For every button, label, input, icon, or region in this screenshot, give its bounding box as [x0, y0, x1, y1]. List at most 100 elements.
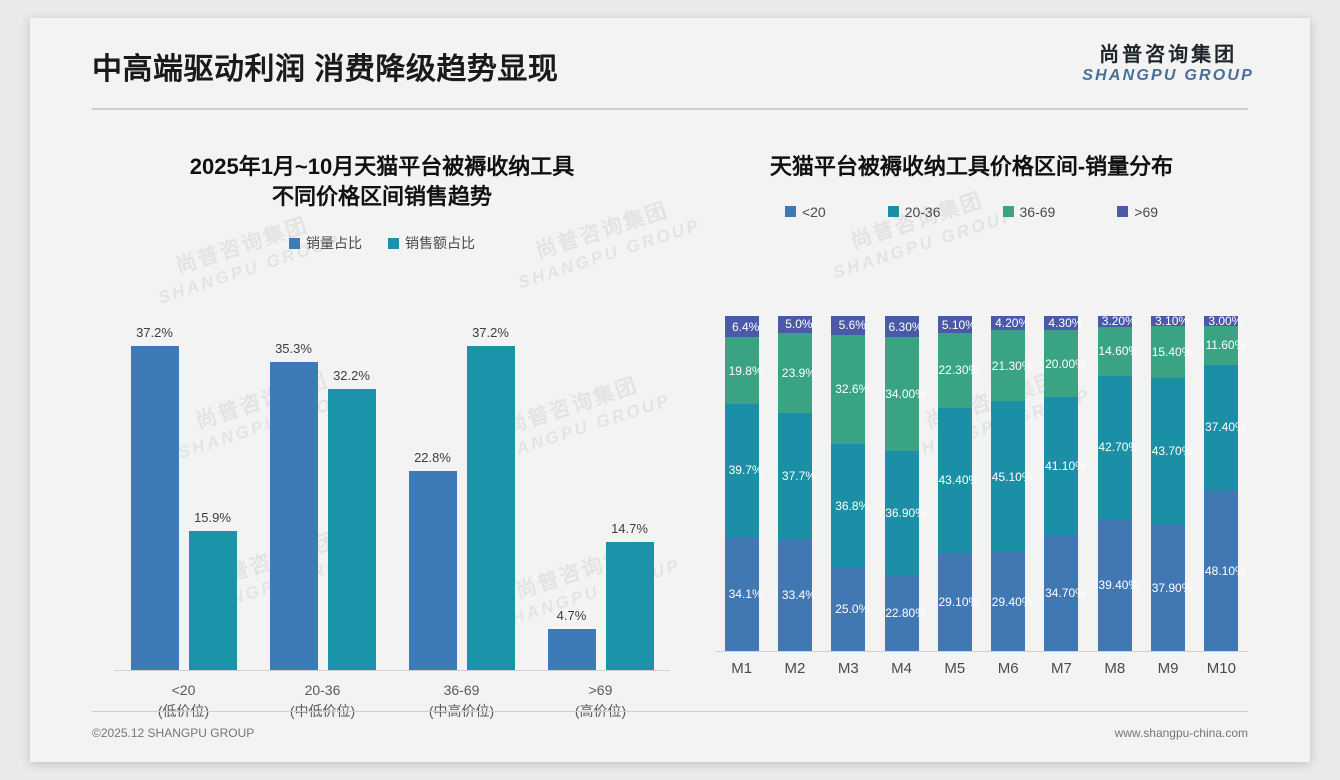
stack-segment[interactable]: 43.40% — [937, 407, 979, 554]
bar[interactable] — [327, 389, 376, 670]
segment-value-label: 34.70% — [1045, 585, 1086, 600]
bar[interactable] — [269, 362, 318, 670]
stack-segment[interactable]: 14.60% — [1097, 326, 1139, 376]
bar[interactable] — [408, 471, 457, 670]
x-tick-label: <20 (低价位) — [121, 680, 247, 722]
segment-value-label: 5.10% — [941, 317, 976, 332]
stack-segment[interactable]: 11.60% — [1204, 326, 1245, 365]
segment-value-label: 48.10% — [1205, 563, 1246, 578]
stack-segment[interactable]: 37.40% — [1204, 364, 1246, 491]
stack-segment[interactable]: 36.90% — [884, 450, 926, 575]
stack-segment[interactable]: 37.7% — [777, 412, 816, 540]
bar-value-label: 4.7% — [556, 608, 587, 624]
bar-column[interactable]: 32.2% — [327, 304, 376, 670]
stacked-bar[interactable]: 5.6% 32.6% 36.8% 25.0% — [831, 316, 869, 651]
bar-column[interactable]: 35.3% — [269, 304, 318, 670]
stack-segment[interactable]: 34.00% — [884, 337, 926, 451]
stack-segment[interactable]: 48.10% — [1204, 490, 1246, 651]
stack-segment[interactable]: 39.7% — [724, 403, 763, 537]
segment-value-label: 20.00% — [1045, 356, 1086, 371]
legend-swatch-icon — [1002, 206, 1014, 218]
stack-segment[interactable]: 22.80% — [884, 574, 926, 651]
legend-item-<20[interactable]: <20 — [784, 204, 826, 220]
stacked-bar[interactable]: 5.10% 22.30% 43.40% 29.10% — [937, 316, 979, 651]
bar[interactable] — [188, 531, 237, 670]
bar-group: 37.2% 15.9% — [121, 304, 247, 670]
segment-value-label: 39.40% — [1098, 577, 1140, 592]
stack-segment[interactable]: 6.4% — [724, 316, 760, 338]
bar-column[interactable]: 37.2% — [466, 304, 515, 670]
segment-value-label: 43.40% — [938, 473, 980, 488]
bar[interactable] — [605, 541, 654, 670]
stacked-bar[interactable]: 6.30% 34.00% 36.90% 22.80% — [884, 316, 926, 651]
bar-value-label: 37.2% — [136, 324, 173, 340]
right-chart-x-tick-labels: M1 M2 M3 M4 M5 M6 M7 M8 M9 M10 — [715, 660, 1248, 690]
stack-segment[interactable]: 3.10% — [1151, 314, 1189, 328]
bar-column[interactable]: 15.9% — [188, 304, 237, 670]
stack-segment[interactable]: 34.1% — [724, 536, 763, 651]
stack-segment[interactable]: 4.20% — [991, 316, 1029, 331]
stack-segment[interactable]: 29.10% — [937, 553, 979, 651]
bar-value-label: 14.7% — [611, 520, 648, 536]
stacked-bar[interactable]: 5.0% 23.9% 37.7% 33.4% — [777, 316, 816, 651]
stack-segment[interactable]: 3.00% — [1204, 314, 1242, 328]
bar[interactable] — [130, 345, 179, 670]
stack-segment[interactable]: 34.70% — [1044, 534, 1086, 651]
segment-value-label: 6.4% — [731, 319, 760, 334]
stacked-bar[interactable]: 3.00% 11.60% 37.40% 48.10% — [1204, 314, 1246, 651]
stack-segment[interactable]: 21.30% — [991, 330, 1033, 402]
stacked-bar[interactable]: 3.20% 14.60% 42.70% 39.40% — [1097, 314, 1139, 651]
footer-copyright: ©2025.12 SHANGPU GROUP — [92, 726, 255, 740]
stacked-bar[interactable]: 4.20% 21.30% 45.10% 29.40% — [991, 316, 1033, 651]
stack-segment[interactable]: 39.40% — [1097, 518, 1139, 651]
segment-value-label: 36.90% — [885, 505, 926, 520]
stack-segment[interactable]: 5.6% — [831, 316, 866, 335]
stack-segment[interactable]: 25.0% — [831, 567, 869, 651]
stack-segment[interactable]: 22.30% — [937, 333, 979, 408]
legend-swatch-icon — [388, 237, 399, 249]
bar-column[interactable]: 22.8% — [408, 304, 457, 670]
x-tick-label: M3 — [837, 660, 859, 677]
legend-item-销量占比[interactable]: 销量占比 — [289, 233, 362, 253]
bar-column[interactable]: 14.7% — [605, 304, 654, 670]
stack-segment[interactable]: 15.40% — [1151, 326, 1192, 378]
stack-segment[interactable]: 29.40% — [991, 552, 1033, 651]
stack-segment[interactable]: 33.4% — [777, 539, 816, 651]
bar-value-label: 37.2% — [472, 324, 509, 340]
legend-label: 销量占比 — [306, 235, 362, 252]
legend-item-36-69[interactable]: 36-69 — [1002, 204, 1055, 220]
legend-swatch-icon — [887, 206, 899, 218]
stack-segment[interactable]: 5.0% — [777, 316, 813, 333]
stack-segment[interactable]: 43.70% — [1151, 377, 1192, 525]
bar[interactable] — [466, 345, 515, 670]
stack-segment[interactable]: 23.9% — [777, 332, 816, 413]
stack-segment[interactable]: 41.10% — [1044, 397, 1086, 535]
bar-column[interactable]: 4.7% — [547, 304, 596, 670]
legend-item-销售额占比[interactable]: 销售额占比 — [388, 233, 475, 253]
left-chart-legend: 销量占比 销售额占比 — [92, 233, 672, 253]
stack-segment[interactable]: 42.70% — [1097, 375, 1139, 519]
legend-item->69[interactable]: >69 — [1117, 204, 1158, 220]
bar-column[interactable]: 37.2% — [130, 304, 179, 670]
segment-value-label: 33.4% — [781, 588, 816, 603]
stacked-bar[interactable]: 6.4% 19.8% 39.7% 34.1% — [724, 316, 763, 651]
right-chart-title: 天猫平台被褥收纳工具价格区间-销量分布 — [695, 152, 1248, 182]
legend-item-20-36[interactable]: 20-36 — [887, 203, 941, 220]
stack-segment[interactable]: 5.10% — [937, 316, 976, 334]
legend-swatch-icon — [1117, 206, 1129, 218]
x-tick-label: M9 — [1157, 660, 1179, 677]
stack-segment[interactable]: 20.00% — [1044, 330, 1086, 398]
stack-segment[interactable]: 19.8% — [724, 337, 763, 404]
stack-segment[interactable]: 45.10% — [991, 401, 1033, 553]
left-chart-plot-area: 37.2% 15.9% 35.3% 32.2% 22.8% 37.2% 4.7% 14.7% — [114, 304, 670, 670]
stacked-bar[interactable]: 3.10% 15.40% 43.70% 37.90% — [1151, 314, 1192, 651]
stack-segment[interactable]: 36.8% — [831, 443, 869, 568]
stack-segment[interactable]: 32.6% — [831, 334, 869, 444]
stack-segment[interactable]: 3.20% — [1097, 314, 1136, 328]
legend-label: 20-36 — [904, 203, 941, 220]
stack-segment[interactable]: 6.30% — [884, 316, 923, 338]
bar[interactable] — [547, 629, 596, 670]
stacked-bar[interactable]: 4.30% 20.00% 41.10% 34.70% — [1044, 316, 1086, 651]
stack-segment[interactable]: 37.90% — [1151, 524, 1192, 651]
stack-segment[interactable]: 4.30% — [1044, 316, 1082, 331]
